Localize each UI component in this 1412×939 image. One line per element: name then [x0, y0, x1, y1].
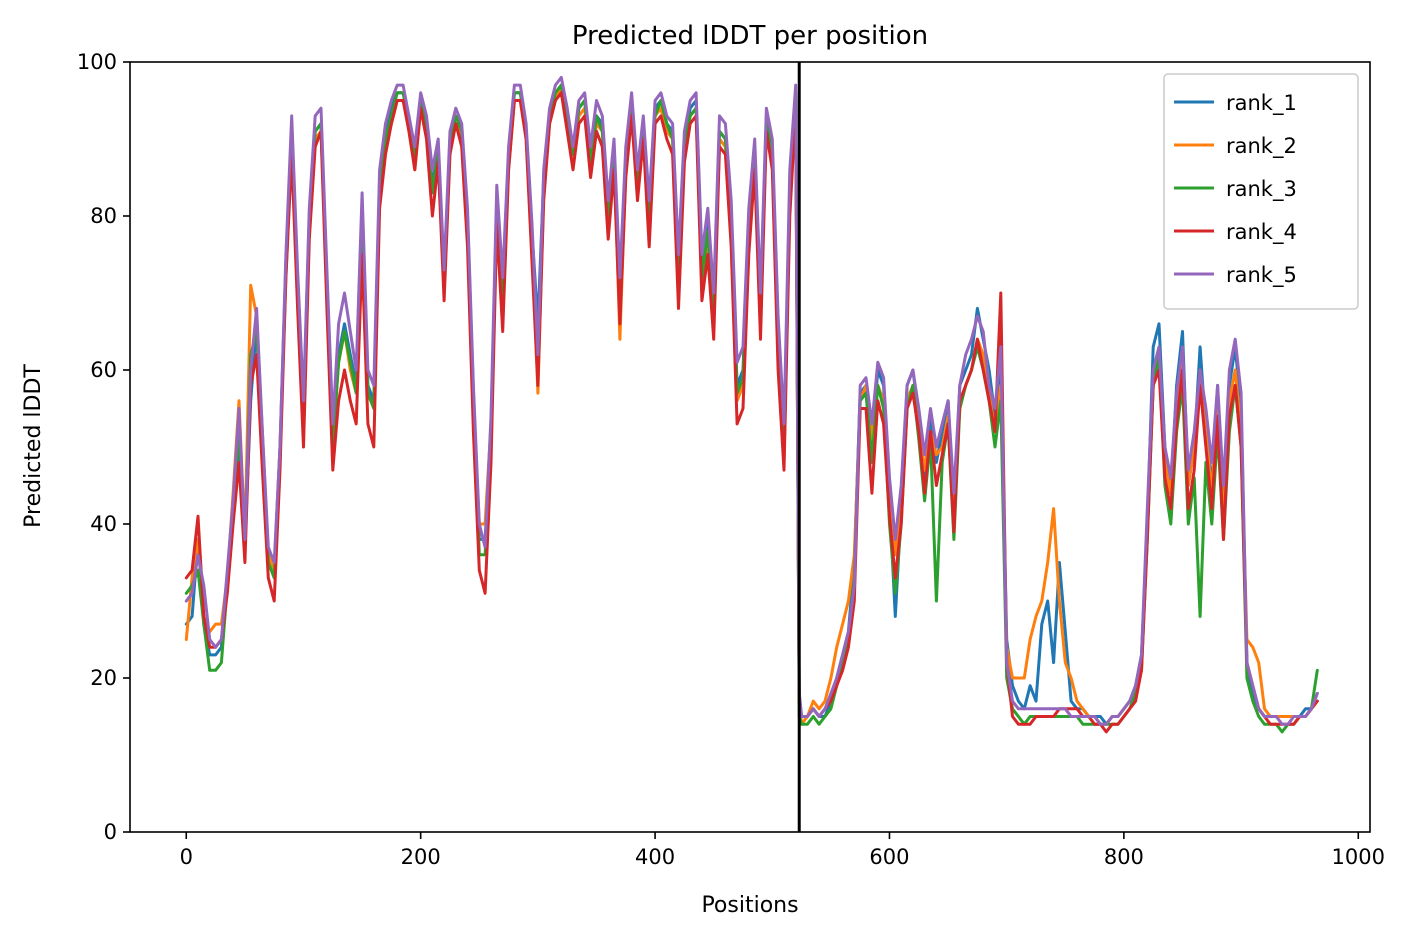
- x-tick-label: 200: [401, 845, 441, 869]
- legend-label-rank_3: rank_3: [1226, 177, 1297, 202]
- series-line-rank_5: [184, 75, 1319, 726]
- legend-box: [1163, 73, 1359, 310]
- x-axis-label: Positions: [701, 893, 798, 918]
- x-tick-label: 600: [869, 845, 909, 869]
- y-tick-label: 80: [90, 204, 117, 228]
- series-layer: [184, 75, 1319, 734]
- legend-label-rank_1: rank_1: [1226, 91, 1297, 116]
- y-tick-label: 60: [90, 358, 117, 382]
- x-tick-label: 1000: [1332, 845, 1385, 869]
- legend-label-rank_2: rank_2: [1226, 134, 1297, 159]
- y-tick-label: 20: [90, 666, 117, 690]
- x-tick-label: 800: [1104, 845, 1144, 869]
- chart-title: Predicted lDDT per position: [572, 21, 928, 51]
- legend-label-rank_5: rank_5: [1226, 263, 1297, 288]
- legend: rank_1 rank_2 rank_3 rank_4 rank_5: [1163, 73, 1359, 310]
- plot-frame: [129, 61, 1371, 833]
- y-axis-label: Predicted lDDT: [21, 364, 46, 528]
- y-tick-label: 0: [104, 820, 117, 844]
- x-tick-label: 400: [635, 845, 675, 869]
- y-tick-label: 40: [90, 512, 117, 536]
- x-tick-label: 0: [180, 845, 193, 869]
- axes-layer: 0 200 400 600 800 1000 0 20 40 60 80 100: [77, 50, 1385, 869]
- y-tick-label: 100: [77, 50, 117, 74]
- legend-label-rank_4: rank_4: [1226, 220, 1297, 245]
